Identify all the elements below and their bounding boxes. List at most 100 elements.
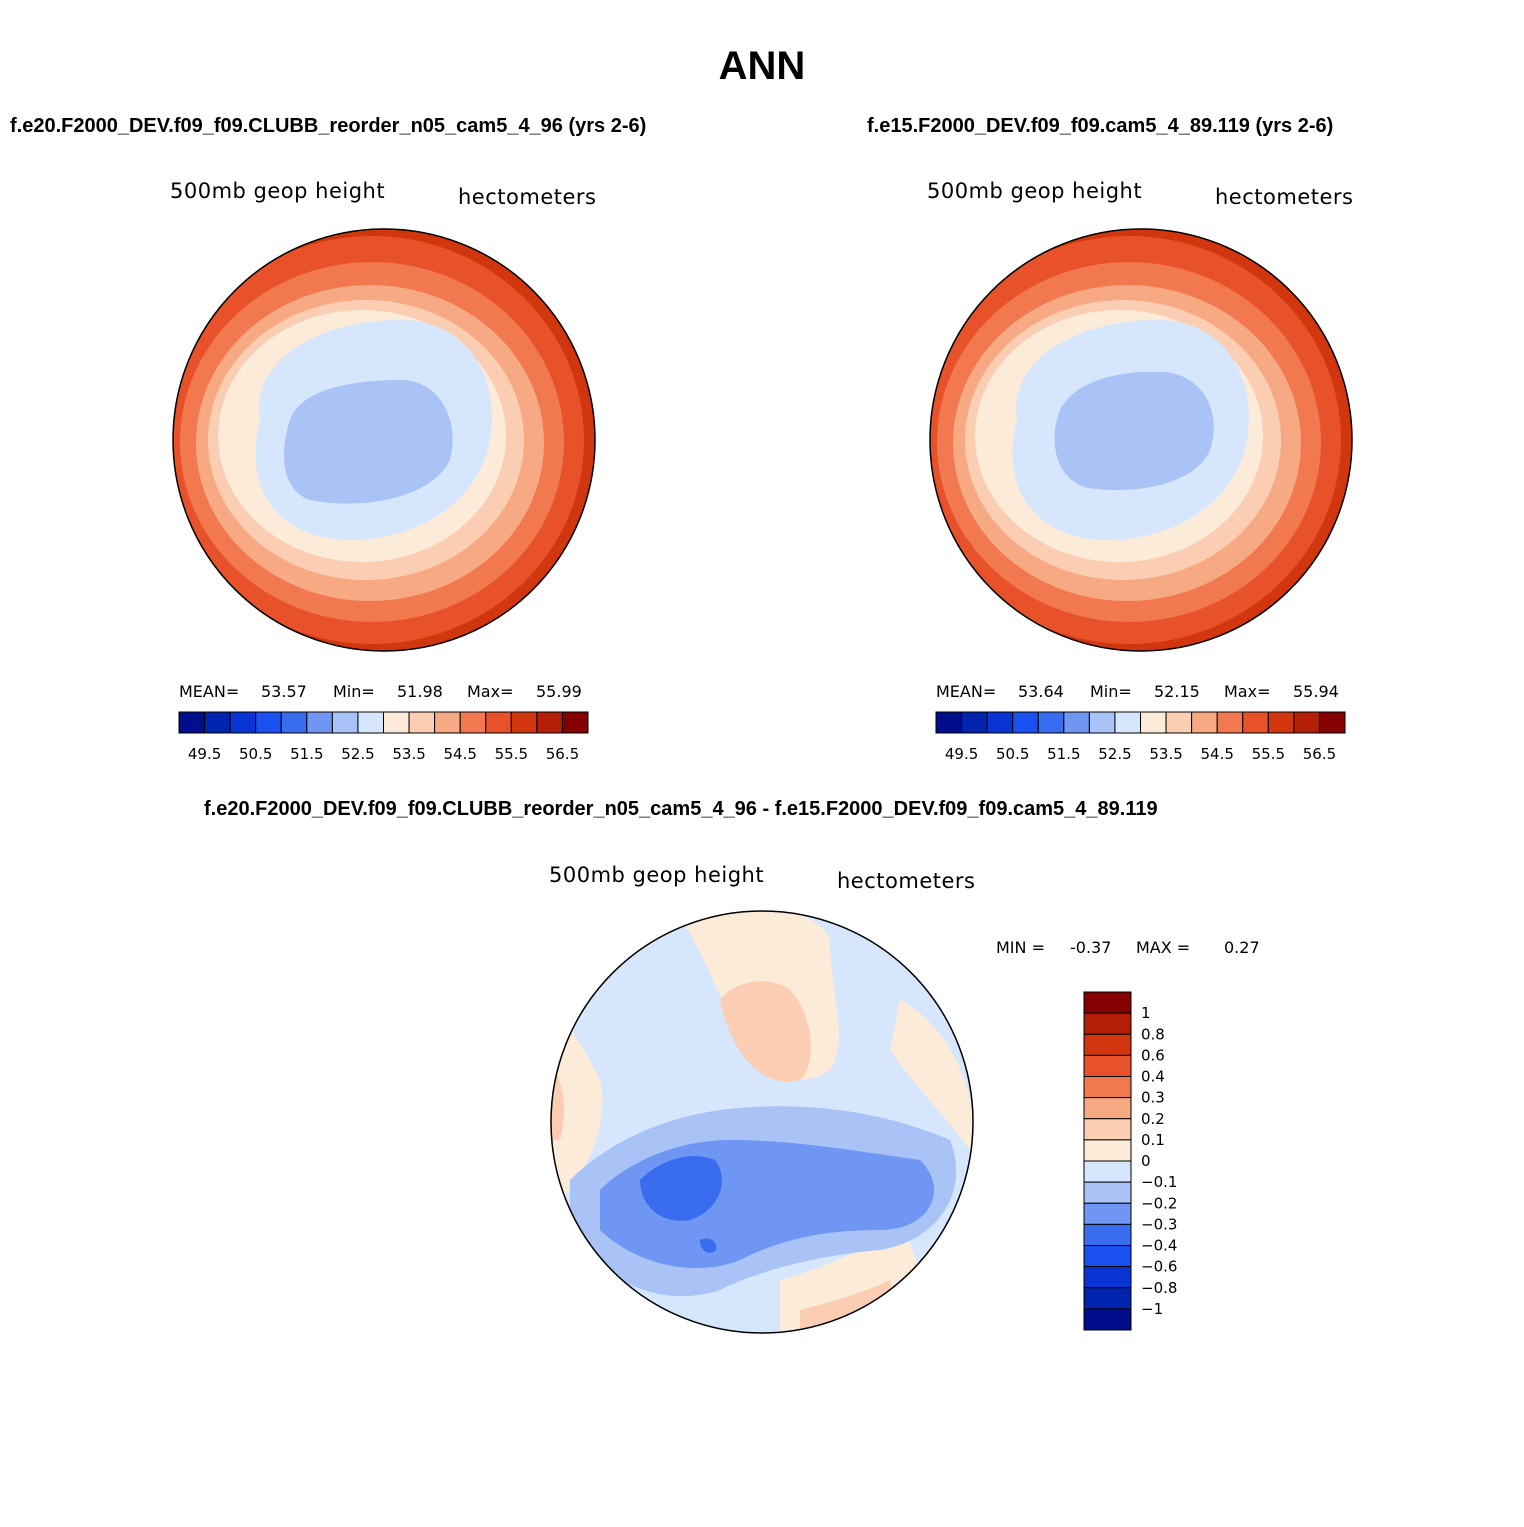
right-polar-map <box>929 228 1353 652</box>
diff-colorbar-tick-label: −0.8 <box>1141 1279 1177 1297</box>
right-variable-label: 500mb geop height <box>927 179 1143 203</box>
diff-colorbar-box <box>1083 1287 1132 1310</box>
left-colorbar: 49.5 50.5 51.5 52.5 53.5 54.5 55.5 56.5 <box>178 711 589 763</box>
left-colorbar-tick-label: 55.5 <box>495 745 528 763</box>
right-colorbar-box <box>1012 711 1039 734</box>
diff-colorbar: 1 0.8 0.6 0.4 0.3 0.2 0.1 0 −0.1 −0.2 −0.3 −0.4 −0.6… <box>1083 991 1177 1331</box>
right-colorbar-box <box>1140 711 1167 734</box>
left-colorbar-box <box>229 711 257 734</box>
diff-colorbar-tick-label: −0.2 <box>1141 1194 1177 1212</box>
right-colorbar-box <box>961 711 988 734</box>
left-colorbar-box <box>536 711 563 734</box>
diff-colorbar-tick-label: 0.8 <box>1141 1025 1165 1043</box>
diff-colorbar-box <box>1083 1266 1132 1289</box>
diff-max-value: 0.27 <box>1224 938 1260 957</box>
left-min-label: Min= <box>333 682 375 701</box>
diff-colorbar-box <box>1083 1245 1132 1268</box>
diff-colorbar-tick-label: −0.4 <box>1141 1237 1177 1255</box>
right-mean-label: MEAN= <box>936 682 997 701</box>
right-colorbar-box <box>1191 711 1218 734</box>
left-colorbar-box <box>306 711 333 734</box>
left-units-label: hectometers <box>458 185 597 209</box>
diff-max-label: MAX = <box>1136 938 1191 957</box>
right-colorbar-tick-label: 55.5 <box>1252 745 1285 763</box>
left-mean-label: MEAN= <box>179 682 240 701</box>
diff-colorbar-tick-label: 0 <box>1141 1152 1151 1170</box>
left-polar-map <box>172 228 596 652</box>
diff-colorbar-box <box>1083 1308 1132 1331</box>
left-colorbar-box <box>459 711 487 734</box>
right-colorbar: 49.5 50.5 51.5 52.5 53.5 54.5 55.5 56.5 <box>935 711 1346 763</box>
left-colorbar-tick-label: 54.5 <box>443 745 476 763</box>
right-colorbar-tick-label: 56.5 <box>1303 745 1336 763</box>
left-colorbar-box <box>434 711 461 734</box>
right-colorbar-box <box>1318 711 1346 734</box>
diff-polar-map <box>550 910 974 1334</box>
left-colorbar-box <box>510 711 538 734</box>
diff-colorbar-box <box>1083 1223 1132 1246</box>
diff-colorbar-box <box>1083 1076 1132 1099</box>
left-colorbar-tick-label: 52.5 <box>341 745 374 763</box>
diff-colorbar-tick-label: −0.3 <box>1141 1215 1177 1233</box>
right-colorbar-box <box>1114 711 1141 734</box>
right-colorbar-box <box>986 711 1014 734</box>
right-max-label: Max= <box>1224 682 1271 701</box>
diff-colorbar-tick-label: 0.1 <box>1141 1131 1165 1149</box>
left-min-value: 51.98 <box>397 682 443 701</box>
right-colorbar-tick-label: 50.5 <box>996 745 1029 763</box>
left-max-label: Max= <box>467 682 514 701</box>
left-max-value: 55.99 <box>536 682 582 701</box>
right-colorbar-tick-label: 51.5 <box>1047 745 1080 763</box>
diff-colorbar-tick-label: 0.6 <box>1141 1046 1165 1064</box>
right-colorbar-box <box>1063 711 1090 734</box>
left-colorbar-box <box>485 711 512 734</box>
right-colorbar-box <box>1293 711 1320 734</box>
left-colorbar-tick-label: 49.5 <box>188 745 221 763</box>
diff-min-value: -0.37 <box>1070 938 1112 957</box>
right-units-label: hectometers <box>1215 185 1354 209</box>
right-max-value: 55.94 <box>1293 682 1339 701</box>
right-min-value: 52.15 <box>1154 682 1200 701</box>
right-mean-value: 53.64 <box>1018 682 1064 701</box>
left-colorbar-box <box>357 711 384 734</box>
right-colorbar-box <box>1216 711 1244 734</box>
diff-colorbar-box <box>1083 1118 1132 1141</box>
diff-case-title: f.e20.F2000_DEV.f09_f09.CLUBB_reorder_n0… <box>204 798 1158 820</box>
left-colorbar-box <box>408 711 436 734</box>
diff-colorbar-box <box>1083 1097 1132 1120</box>
left-variable-label: 500mb geop height <box>170 179 386 203</box>
left-case-title: f.e20.F2000_DEV.f09_f09.CLUBB_reorder_n0… <box>10 115 647 137</box>
right-colorbar-box <box>1037 711 1065 734</box>
diff-colorbar-box <box>1083 1181 1132 1204</box>
left-colorbar-box <box>204 711 231 734</box>
diff-colorbar-tick-label: −0.6 <box>1141 1258 1177 1276</box>
right-colorbar-tick-label: 54.5 <box>1200 745 1233 763</box>
left-mean-value: 53.57 <box>261 682 307 701</box>
diff-colorbar-box <box>1083 1139 1132 1162</box>
right-colorbar-tick-label: 49.5 <box>945 745 978 763</box>
diff-colorbar-box <box>1083 1160 1132 1183</box>
right-case-title: f.e15.F2000_DEV.f09_f09.cam5_4_89.119 (y… <box>867 115 1334 137</box>
left-colorbar-tick-label: 53.5 <box>392 745 425 763</box>
left-colorbar-box <box>561 711 589 734</box>
right-colorbar-box <box>1165 711 1193 734</box>
left-colorbar-box <box>383 711 410 734</box>
diff-variable-label: 500mb geop height <box>549 863 765 887</box>
diff-colorbar-tick-label: −0.1 <box>1141 1173 1177 1191</box>
left-colorbar-box <box>255 711 282 734</box>
diff-colorbar-box <box>1083 1054 1132 1077</box>
left-colorbar-box <box>331 711 359 734</box>
right-colorbar-tick-label: 52.5 <box>1098 745 1131 763</box>
right-colorbar-box <box>1267 711 1295 734</box>
left-colorbar-tick-label: 51.5 <box>290 745 323 763</box>
figure-title: ANN <box>718 44 806 88</box>
right-colorbar-box <box>935 711 963 734</box>
right-colorbar-box <box>1088 711 1116 734</box>
left-colorbar-box <box>280 711 308 734</box>
left-colorbar-box <box>178 711 206 734</box>
diff-colorbar-tick-label: 1 <box>1141 1004 1151 1022</box>
diff-colorbar-tick-label: 0.4 <box>1141 1068 1165 1086</box>
left-colorbar-tick-label: 56.5 <box>546 745 579 763</box>
diff-colorbar-tick-label: 0.3 <box>1141 1089 1165 1107</box>
